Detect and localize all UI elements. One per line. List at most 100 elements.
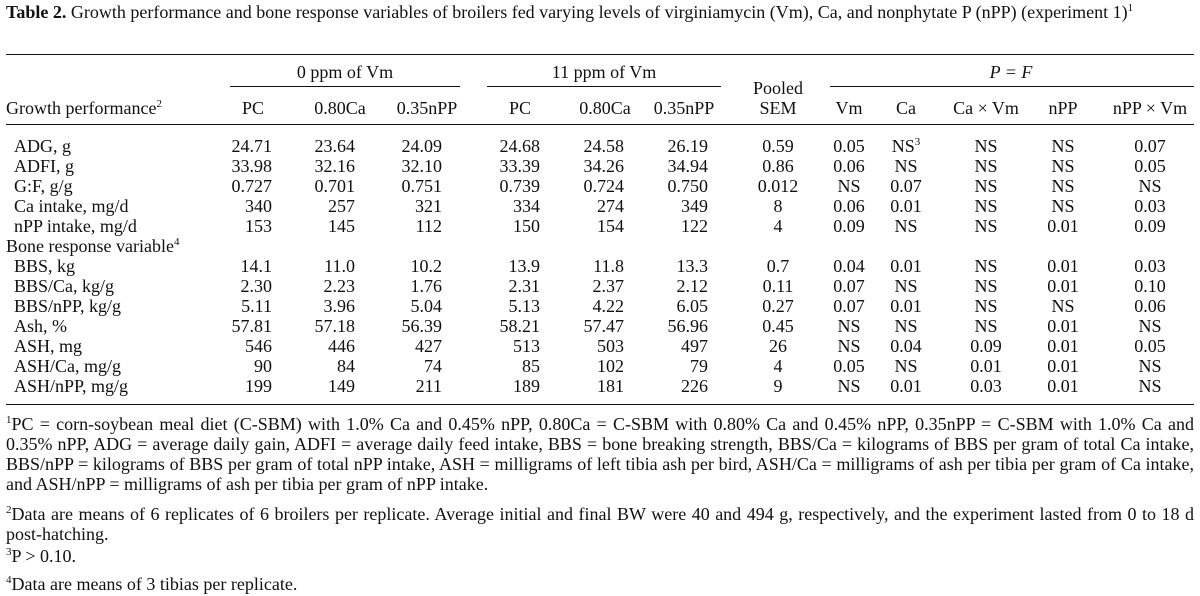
table-cell: 0.750 [667,176,709,196]
table-cell: 34.94 [667,156,709,176]
table-cell: NS [894,356,918,376]
table-cell: 0.01 [1047,356,1079,376]
footnote: 1PC = corn-soybean meal diet (C-SBM) wit… [6,414,1194,494]
table-cell: 0.07 [890,176,922,196]
table-cell: 1.76 [410,276,443,296]
table-cell: 0.739 [499,176,541,196]
group-rule-0ppm [230,86,460,87]
table-cell: NS [974,136,998,156]
table-cell: 0.01 [890,376,922,396]
table-cell: 34.26 [583,156,625,176]
pooled-header-line1: Pooled [752,78,804,98]
table-cell: 3.96 [323,296,356,316]
footnote: 2Data are means of 6 replicates of 6 bro… [6,504,1194,544]
table-cell: 0.45 [762,316,794,336]
table-cell: 340 [245,196,272,216]
table-cell: 24.68 [499,136,541,156]
row-label: BBS/Ca, kg/g [14,276,115,296]
table-cell: 0.06 [833,156,865,176]
table-cell: 33.39 [499,156,541,176]
row-label: Ca intake, mg/d [14,196,129,216]
table-cell: 0.10 [1134,276,1166,296]
table-cell: 24.71 [231,136,273,156]
table-cell: 321 [415,196,442,216]
group-rule-11ppm [487,86,721,87]
table-cell: 0.01 [1047,316,1079,336]
table-label: Table 2. [6,2,67,22]
section-heading-text: Bone response variable [6,236,174,256]
table-cell: 0.06 [1134,296,1166,316]
table-cell: 0.09 [1134,216,1166,236]
table-cell: 14.1 [240,256,273,276]
table-cell: 2.30 [240,276,273,296]
row-label: ASH, mg [14,336,83,356]
table-cell: 199 [245,376,272,396]
footnote-number: 4 [6,574,12,586]
table-cell: 150 [513,216,540,236]
table-cell: 112 [415,216,442,236]
footnote: 3P > 0.10. [6,546,1194,566]
table-cell: 2.12 [676,276,709,296]
column-header: Ca [896,98,916,118]
table-cell: 57.18 [314,316,356,336]
footnote-number: 3 [6,546,12,558]
table-cell: NS [974,296,998,316]
table-cell: 0.751 [401,176,443,196]
group-header-pf: P = F [989,62,1033,82]
group-header-11ppm: 11 ppm of Vm [551,62,657,82]
row-label-header-text: Growth performance [6,98,157,118]
table-cell: 122 [681,216,708,236]
table-cell: 0.01 [1047,216,1079,236]
table-cell: 503 [597,336,624,356]
table-cell: 32.16 [314,156,356,176]
table-cell: 446 [328,336,355,356]
table-cell: NS [1138,376,1162,396]
table-cell: 0.07 [1134,136,1166,156]
table-cell: NS [974,176,998,196]
row-label: BBS, kg [14,256,76,276]
table-cell: NS [974,316,998,336]
table-cell: 0.59 [762,136,794,156]
table-cell: 0.09 [970,336,1002,356]
table-cell: 0.05 [1134,336,1166,356]
row-label: nPP intake, mg/d [14,216,137,236]
footnote-number: 1 [6,414,12,426]
table-cell: 9 [773,376,783,396]
table-cell: 23.64 [314,136,356,156]
group-header-0ppm: 0 ppm of Vm [296,62,394,82]
column-header: nPP × Vm [1112,98,1188,118]
table-cell: 0.01 [1047,256,1079,276]
table-cell: NS [894,316,918,336]
table-cell: 0.09 [833,216,865,236]
table-cell: 0.01 [890,256,922,276]
table-cell: 33.98 [231,156,273,176]
footnote-mark: 3 [914,136,921,148]
table-cell: 0.03 [1134,196,1166,216]
table-caption: Table 2. Growth performance and bone res… [6,2,1194,22]
row-label: ASH/nPP, mg/g [14,376,129,396]
table-cell: 102 [597,356,624,376]
table-cell: 11.8 [593,256,624,276]
table-cell: 0.03 [1134,256,1166,276]
table-cell: 0.01 [970,356,1002,376]
table-cell: 26 [769,336,787,356]
table-cell: 13.9 [508,256,541,276]
section-heading-sup: 4 [173,236,180,248]
row-label: ADFI, g [14,156,75,176]
table-cell: 0.701 [314,176,356,196]
footnote-text: Data are means of 6 replicates of 6 broi… [6,504,1194,544]
table-cell: 334 [513,196,540,216]
table-cell: NS [837,376,861,396]
table-cell: 349 [681,196,708,216]
column-header: 0.80Ca [314,98,366,118]
caption-text: Growth performance and bone response var… [66,2,1128,22]
table-cell: 58.21 [499,316,541,336]
table-cell: 56.39 [401,316,443,336]
row-label: ASH/Ca, mg/g [14,356,122,376]
footnote-text: P > 0.10. [11,546,77,566]
table-cell: NS3 [892,136,921,156]
table-cell: 0.01 [890,296,922,316]
table-cell: 226 [681,376,708,396]
table-cell: 6.05 [676,296,709,316]
table-cell: 57.81 [231,316,273,336]
